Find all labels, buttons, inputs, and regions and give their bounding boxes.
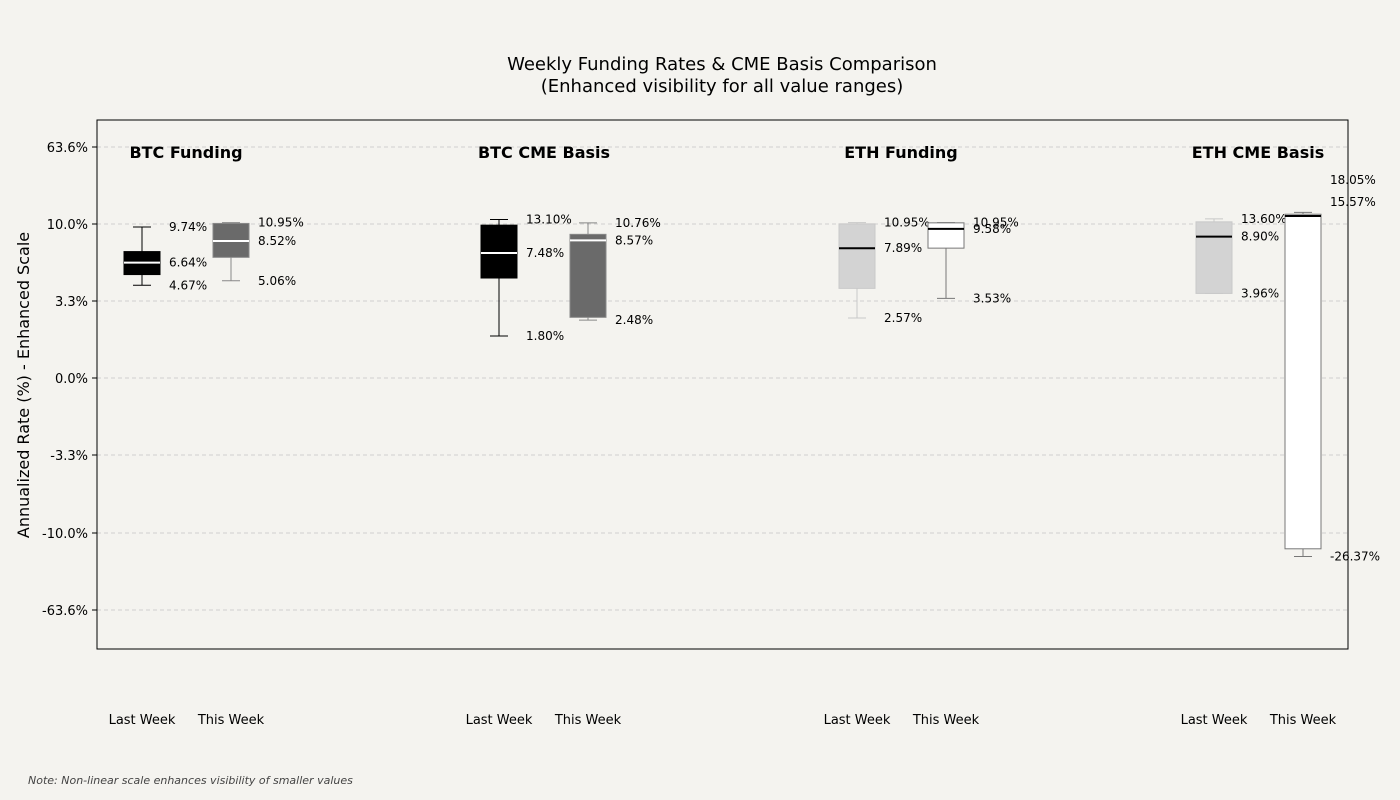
- x-category-label: This Week: [554, 713, 622, 728]
- box: [1284, 213, 1322, 550]
- box-plot: [569, 222, 607, 321]
- value-label: 10.95%: [258, 216, 304, 230]
- x-category-label: Last Week: [466, 713, 533, 728]
- box-plot: [1195, 218, 1233, 294]
- y-tick-label: 0.0%: [55, 372, 88, 387]
- y-tick-label: -3.3%: [50, 449, 88, 464]
- chart-title: Weekly Funding Rates & CME Basis Compari…: [507, 54, 937, 75]
- value-label: 9.58%: [973, 222, 1011, 236]
- chart-subtitle: (Enhanced visibility for all value range…: [541, 76, 904, 97]
- value-label: 10.95%: [973, 216, 1019, 230]
- footnote: Note: Non-linear scale enhances visibili…: [28, 774, 353, 787]
- box: [569, 233, 607, 318]
- value-label: 6.64%: [169, 256, 207, 270]
- y-tick-label: 3.3%: [55, 295, 88, 310]
- y-tick-label: 10.0%: [47, 218, 88, 233]
- box-plot: [1284, 211, 1322, 558]
- value-label: 13.10%: [526, 213, 572, 227]
- value-label: 8.52%: [258, 234, 296, 248]
- x-category-label: Last Week: [1181, 713, 1248, 728]
- box-plot: [212, 222, 250, 282]
- x-category-label: Last Week: [109, 713, 176, 728]
- value-label: 3.96%: [1241, 286, 1279, 300]
- group-title: ETH CME Basis: [1192, 143, 1325, 162]
- y-axis-ticks: 63.6% 10.0% 3.3% 0.0% -3.3% -10.0% -63.6%: [42, 141, 97, 619]
- group-title: BTC CME Basis: [478, 143, 610, 162]
- grid-lines: [97, 146, 1348, 611]
- box: [480, 224, 518, 279]
- value-label: 13.60%: [1241, 212, 1287, 226]
- box: [927, 222, 965, 249]
- box-plots: BTC Funding 9.74% 6.64% 4.67% Last Week 10.95…: [109, 143, 1381, 728]
- value-label: 8.90%: [1241, 230, 1279, 244]
- value-label: 2.48%: [615, 313, 653, 327]
- y-tick-label: -63.6%: [42, 604, 88, 619]
- x-category-label: This Week: [1269, 713, 1337, 728]
- group-title: BTC Funding: [129, 143, 242, 162]
- box: [838, 223, 876, 289]
- x-category-label: This Week: [197, 713, 265, 728]
- box-plot: [838, 222, 876, 319]
- y-axis-label: Annualized Rate (%) - Enhanced Scale: [14, 232, 33, 538]
- value-label: 5.06%: [258, 274, 296, 288]
- value-label: 7.48%: [526, 246, 564, 260]
- value-label: 15.57%: [1330, 195, 1376, 209]
- box-plot: [123, 226, 161, 286]
- value-label: 18.05%: [1330, 173, 1376, 187]
- y-tick-label: -10.0%: [42, 527, 88, 542]
- y-tick-label: 63.6%: [47, 141, 88, 156]
- value-label: 4.67%: [169, 278, 207, 292]
- x-category-label: This Week: [912, 713, 980, 728]
- box: [1195, 221, 1233, 294]
- box-plot: [927, 222, 965, 299]
- box-plot: [480, 219, 518, 337]
- value-label: 1.80%: [526, 329, 564, 343]
- plot-frame: [96, 119, 1349, 650]
- value-label: 2.57%: [884, 311, 922, 325]
- value-label: 10.95%: [884, 216, 930, 230]
- value-label: -26.37%: [1330, 550, 1380, 564]
- value-label: 7.89%: [884, 241, 922, 255]
- value-label: 3.53%: [973, 291, 1011, 305]
- group-title: ETH Funding: [844, 143, 958, 162]
- value-label: 10.76%: [615, 216, 661, 230]
- value-label: 8.57%: [615, 233, 653, 247]
- value-label: 9.74%: [169, 220, 207, 234]
- x-category-label: Last Week: [824, 713, 891, 728]
